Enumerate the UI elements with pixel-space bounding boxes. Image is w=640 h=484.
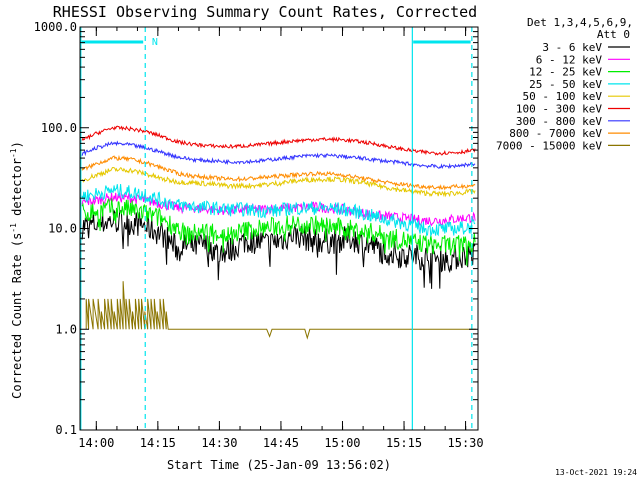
axis-ticks: 0.1 1.0 10.0 100.0 1000.0 14:00 14:15 14:30 14:4… [34, 20, 484, 450]
legend-label: 300 - 800 keV [516, 115, 602, 128]
legend-label: 7000 - 15000 keV [496, 139, 602, 152]
series-line-2 [81, 198, 476, 266]
series-line-8 [85, 281, 476, 340]
y-tick-label: 1000.0 [34, 20, 77, 34]
x-tick-label: 15:15 [386, 436, 422, 450]
legend-label: 800 - 7000 keV [509, 127, 602, 140]
legend-label: 50 - 100 keV [523, 90, 603, 103]
y-tick-label: 100.0 [41, 121, 77, 135]
series-line-6 [81, 140, 476, 170]
x-tick-label: 14:00 [78, 436, 114, 450]
plot-timestamp: 13-Oct-2021 19:24 [555, 468, 637, 477]
series-line-7 [81, 154, 476, 191]
chart-title: RHESSI Observing Summary Count Rates, Co… [53, 3, 477, 21]
y-tick-label: 0.1 [55, 423, 77, 437]
y-axis-label-sup1: -1 [9, 223, 18, 233]
y-axis-label-unit: detector [10, 158, 24, 216]
x-tick-label: 15:30 [448, 436, 484, 450]
legend-label: 100 - 300 keV [516, 103, 602, 116]
plot-area [81, 125, 476, 340]
series-line-5 [81, 125, 476, 156]
x-tick-label: 14:45 [263, 436, 299, 450]
y-axis-label: Corrected Count Rate (s-1 detector-1) [9, 141, 24, 399]
y-axis-label-sup2: -1 [9, 148, 18, 158]
series-line-4 [81, 166, 476, 198]
y-axis-label-main: Corrected Count Rate (s [10, 233, 24, 399]
legend-label: 12 - 25 keV [529, 66, 602, 79]
legend-header-line-2: Att 0 [597, 28, 630, 41]
x-tick-label: 14:30 [201, 436, 237, 450]
night-label: N [152, 37, 158, 48]
legend-label: 3 - 6 keV [542, 41, 602, 54]
series-line-3 [81, 184, 476, 238]
x-axis-label: Start Time (25-Jan-09 13:56:02) [167, 458, 391, 472]
x-tick-label: 15:00 [324, 436, 360, 450]
legend-header-line-1: Det 1,3,4,5,6,9, [527, 16, 633, 29]
legend-label: 6 - 12 keV [536, 53, 603, 66]
legend-label: 25 - 50 keV [529, 78, 602, 91]
y-tick-label: 10.0 [48, 222, 77, 236]
x-tick-label: 14:15 [140, 436, 176, 450]
y-tick-label: 1.0 [55, 322, 77, 336]
